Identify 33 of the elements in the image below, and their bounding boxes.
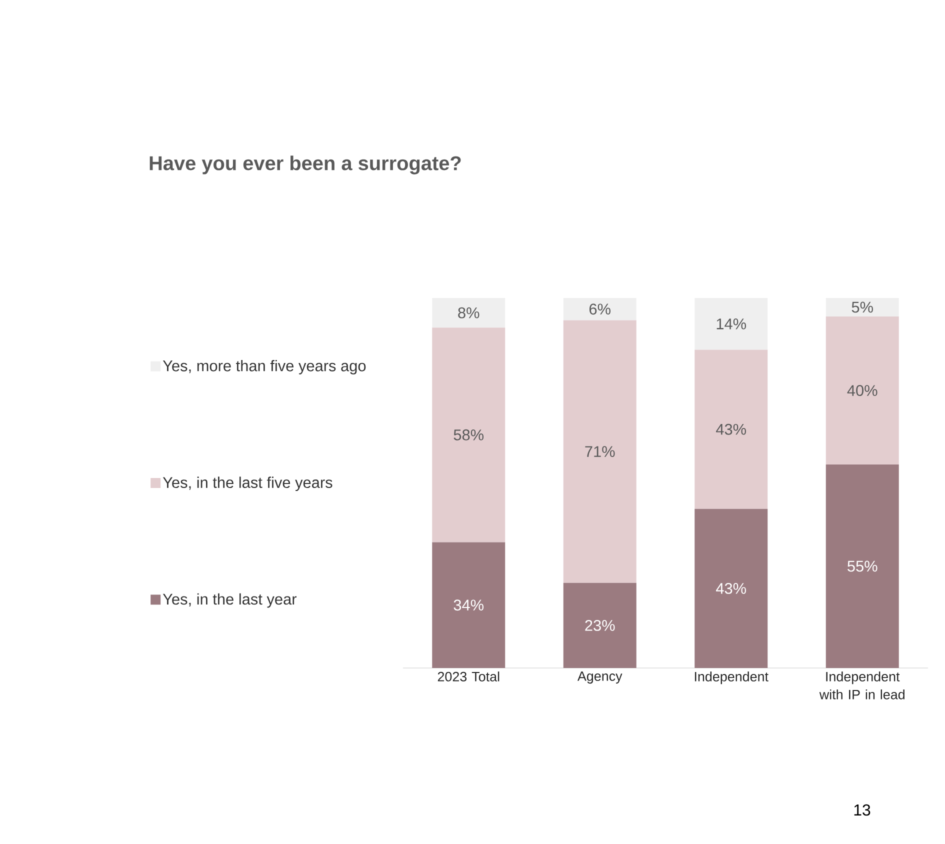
- data-label: 40%: [847, 385, 878, 396]
- bar: [432, 328, 506, 542]
- data-label: 8%: [458, 307, 480, 318]
- bar: [826, 464, 899, 668]
- data-label: 55%: [848, 560, 878, 572]
- bar: [563, 582, 636, 668]
- bar: [432, 298, 506, 328]
- text: 13: [854, 804, 870, 816]
- bar: [694, 350, 768, 509]
- legend-label: Yes, in the last five years: [162, 476, 332, 492]
- data-label: 71%: [585, 446, 615, 457]
- data-label: 14%: [716, 318, 746, 330]
- x-tick-label: Independent with IP in lead: [819, 672, 904, 700]
- data-label: 58%: [454, 429, 484, 440]
- legend-label: Yes, more than five years ago: [162, 360, 366, 374]
- bar: [694, 298, 768, 350]
- data-label: 6%: [589, 304, 610, 315]
- data-label: 34%: [454, 600, 484, 611]
- x-tick-label: 2023 Total: [438, 672, 500, 682]
- data-label: 23%: [585, 620, 615, 631]
- bar: [694, 508, 768, 668]
- chart-title: Have you ever been a surrogate?: [150, 156, 461, 174]
- bar: [826, 316, 899, 464]
- legend-label: Yes, in the last year: [162, 593, 297, 608]
- bar: [563, 320, 636, 583]
- data-label: 5%: [852, 302, 873, 313]
- bar: [432, 542, 506, 668]
- data-label: 43%: [716, 424, 746, 435]
- x-tick-label: Independent: [694, 672, 768, 684]
- x-tick-label: Agency: [577, 672, 622, 684]
- data-label: 43%: [716, 582, 746, 594]
- bar: [826, 298, 899, 316]
- bar: [563, 298, 636, 320]
